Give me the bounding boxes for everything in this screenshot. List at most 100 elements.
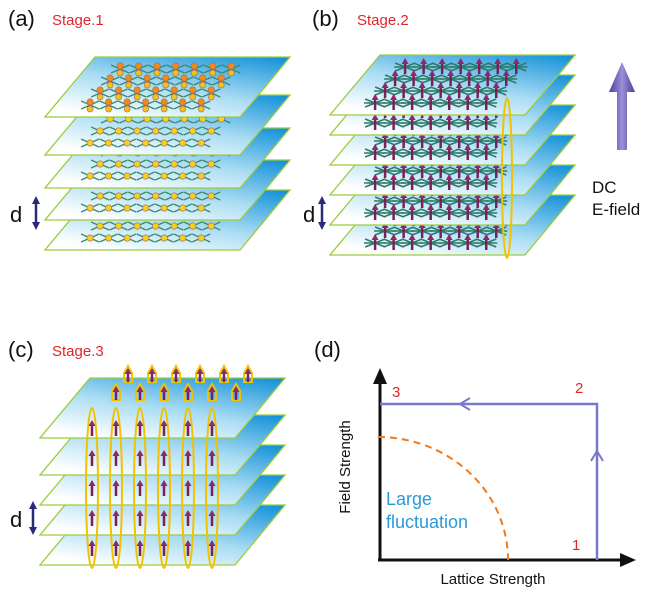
x-axis-head: [620, 553, 636, 567]
spacing-label: d: [10, 202, 22, 227]
atom: [162, 75, 168, 81]
atom: [171, 128, 177, 134]
atom: [173, 70, 179, 76]
point-label: 2: [575, 380, 583, 397]
atom: [190, 161, 196, 167]
atom: [163, 82, 169, 88]
atom: [134, 193, 140, 199]
atom: [171, 193, 177, 199]
atom: [124, 235, 130, 241]
atom: [115, 193, 121, 199]
atom: [97, 161, 103, 167]
atom: [190, 128, 196, 134]
atom: [218, 82, 224, 88]
atom: [198, 140, 204, 146]
path-line: [380, 404, 597, 560]
atom: [144, 82, 150, 88]
atom: [198, 235, 204, 241]
atom: [107, 82, 113, 88]
atom: [97, 128, 103, 134]
atom: [97, 193, 103, 199]
atom: [171, 94, 177, 100]
atom: [181, 75, 187, 81]
atom: [152, 223, 158, 229]
atom: [190, 87, 196, 93]
field-label: DC: [592, 178, 617, 197]
atom: [126, 82, 132, 88]
atom: [124, 99, 130, 105]
atom: [125, 75, 131, 81]
atom: [142, 235, 148, 241]
x-axis-title: Lattice Strength: [440, 571, 545, 588]
atom: [105, 205, 111, 211]
spacing-label: d: [10, 507, 22, 532]
atom: [87, 173, 93, 179]
atom: [172, 63, 178, 69]
atom: [161, 235, 167, 241]
atom: [134, 223, 140, 229]
panel-label: (b): [312, 6, 339, 31]
atom: [200, 75, 206, 81]
atom: [143, 106, 149, 112]
atom: [228, 70, 234, 76]
atom: [171, 87, 177, 93]
atom: [144, 75, 150, 81]
atom: [198, 106, 204, 112]
atom: [105, 99, 111, 105]
atom: [87, 106, 93, 112]
atom: [117, 63, 123, 69]
atom: [152, 193, 158, 199]
atom: [117, 70, 123, 76]
stage-title: Stage.2: [357, 12, 409, 29]
atom: [180, 106, 186, 112]
atom: [152, 128, 158, 134]
atom: [154, 70, 160, 76]
atom: [152, 87, 158, 93]
atom: [190, 94, 196, 100]
atom: [115, 87, 121, 93]
atom: [87, 140, 93, 146]
atom: [134, 94, 140, 100]
atom: [87, 235, 93, 241]
atom: [97, 223, 103, 229]
y-axis-head: [373, 368, 387, 384]
atom: [180, 205, 186, 211]
atom: [107, 75, 113, 81]
atom: [171, 161, 177, 167]
panel-label: (d): [314, 337, 341, 362]
atom: [180, 173, 186, 179]
atom: [87, 99, 93, 105]
atom: [180, 235, 186, 241]
stage-title: Stage.1: [52, 12, 104, 29]
atom: [135, 63, 141, 69]
field-label: E-field: [592, 200, 640, 219]
atom: [124, 173, 130, 179]
atom: [180, 99, 186, 105]
panel-label: (a): [8, 6, 35, 31]
atom: [171, 223, 177, 229]
atom: [191, 70, 197, 76]
atom: [134, 161, 140, 167]
atom: [124, 140, 130, 146]
atom: [97, 94, 103, 100]
atom: [161, 205, 167, 211]
atom: [161, 173, 167, 179]
atom: [161, 106, 167, 112]
atom: [105, 140, 111, 146]
atom: [208, 161, 214, 167]
diagram-graphics: [29, 55, 636, 568]
point-label: 3: [392, 384, 400, 401]
atom: [116, 94, 122, 100]
atom: [190, 193, 196, 199]
region-label: fluctuation: [386, 512, 468, 532]
atom: [124, 106, 130, 112]
atom: [208, 223, 214, 229]
atom: [124, 205, 130, 211]
atom: [106, 106, 112, 112]
atom: [208, 193, 214, 199]
atom: [152, 161, 158, 167]
atom: [208, 128, 214, 134]
atom: [198, 99, 204, 105]
atom: [115, 128, 121, 134]
atom: [105, 235, 111, 241]
